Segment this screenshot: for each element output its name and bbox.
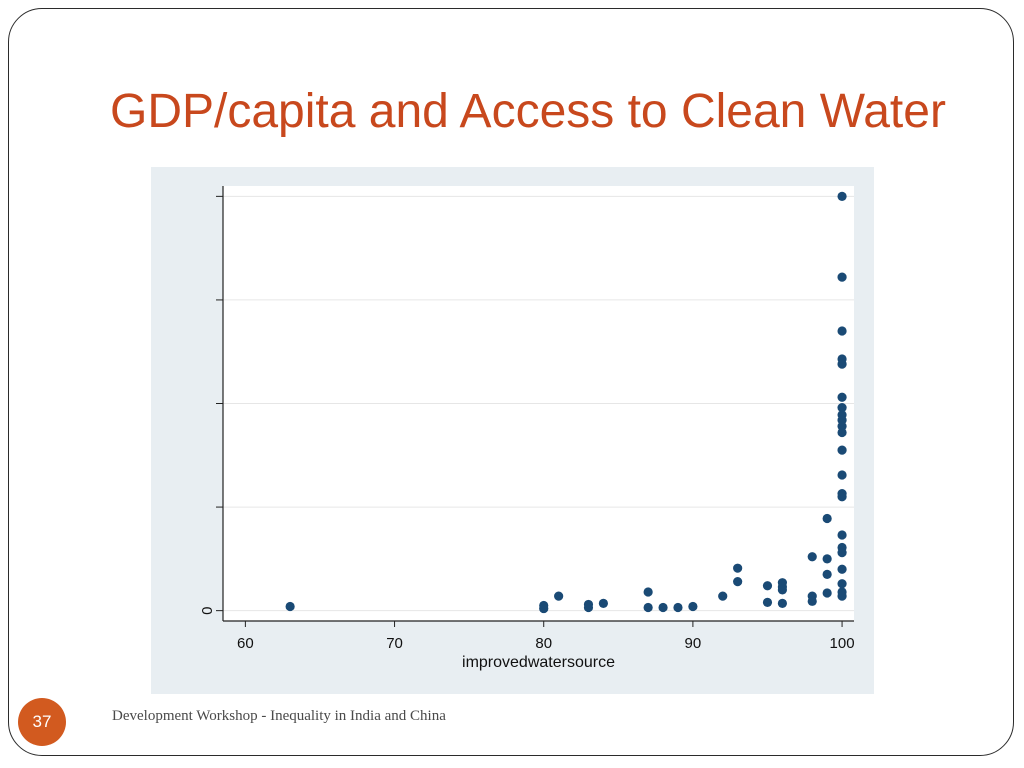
- data-point: [643, 587, 653, 597]
- data-point: [285, 601, 295, 612]
- data-point: [643, 602, 653, 613]
- x-tick-label: 60: [237, 635, 254, 652]
- x-tick-label: 80: [535, 635, 552, 652]
- data-point: [777, 585, 787, 595]
- slide-title: GDP/capita and Access to Clean Water: [110, 85, 946, 138]
- data-point: [837, 392, 847, 402]
- x-tick-label: 70: [386, 635, 403, 652]
- data-point: [598, 598, 608, 608]
- data-point: [673, 602, 683, 613]
- data-point: [822, 554, 832, 564]
- data-point: [837, 579, 847, 589]
- data-point: [733, 577, 743, 587]
- data-point: [837, 403, 847, 413]
- data-point: [837, 326, 847, 336]
- data-point: [718, 591, 728, 601]
- data-point: [837, 445, 847, 455]
- data-point: [762, 597, 773, 607]
- data-point: [807, 552, 817, 562]
- data-point: [539, 603, 549, 614]
- data-point: [822, 513, 832, 524]
- data-point: [837, 427, 847, 438]
- data-point: [837, 564, 847, 574]
- data-point: [554, 591, 564, 601]
- data-point: [658, 602, 668, 613]
- data-point: [822, 569, 832, 579]
- data-point: [583, 602, 594, 613]
- x-tick-label: 90: [685, 635, 702, 652]
- data-point: [688, 601, 698, 612]
- footer-text: Development Workshop - Inequality in Ind…: [112, 708, 446, 724]
- x-axis-label: improvedwatersource: [462, 654, 615, 671]
- scatter-chart: 0 60 70 80 90 100 improvedwatersource: [199, 186, 855, 671]
- x-tick-label: 100: [830, 635, 855, 652]
- data-point: [807, 596, 817, 606]
- chart-panel: 0 60 70 80 90 100 improvedwatersource: [151, 167, 874, 694]
- data-point: [762, 581, 773, 591]
- data-point: [837, 591, 847, 601]
- data-point: [837, 470, 847, 480]
- data-point: [837, 191, 847, 201]
- data-point: [837, 359, 847, 369]
- data-point: [733, 563, 743, 573]
- data-point: [837, 492, 847, 502]
- data-point: [837, 272, 847, 282]
- data-point: [777, 598, 787, 608]
- data-point: [822, 588, 832, 598]
- slide-number-badge: 37: [18, 698, 66, 746]
- data-point: [837, 530, 847, 540]
- y-tick-label: 0: [199, 606, 216, 614]
- data-point: [837, 548, 847, 558]
